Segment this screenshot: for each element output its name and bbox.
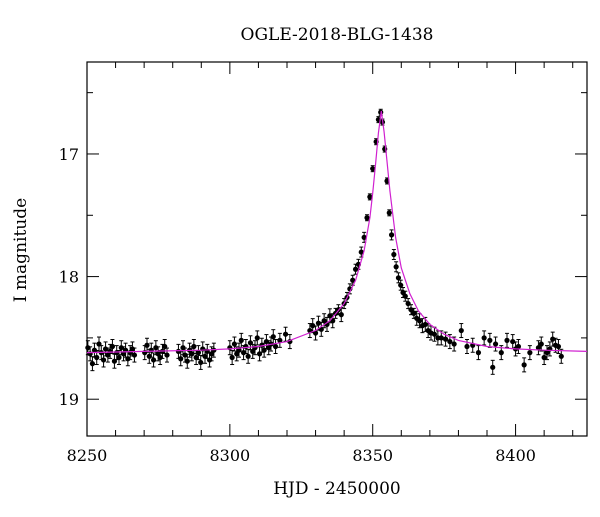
data-point <box>312 330 319 336</box>
x-tick-label: 8250 <box>67 446 108 465</box>
data-point <box>229 354 235 361</box>
data-point <box>116 354 122 361</box>
model-curve <box>86 110 588 354</box>
data-point <box>89 361 96 367</box>
data-point <box>327 313 333 319</box>
y-tick-label: 19 <box>59 390 79 409</box>
data-point <box>193 354 199 361</box>
data-point <box>395 275 402 281</box>
data-point <box>252 345 258 351</box>
x-tick-label: 8300 <box>209 446 250 465</box>
data-point <box>195 350 202 356</box>
data-point <box>282 331 289 337</box>
data-point <box>515 343 522 350</box>
axis-ticks: 8250 8300 8350 8400 17 18 19 <box>59 62 587 465</box>
data-point <box>254 335 260 341</box>
data-point <box>131 352 138 358</box>
x-tick-label: 8350 <box>352 446 393 465</box>
data-point <box>398 282 404 288</box>
data-point <box>352 266 359 272</box>
data-point <box>527 350 533 356</box>
data-point <box>114 350 120 356</box>
data-point <box>109 343 116 350</box>
data-point <box>458 327 464 334</box>
data-marks <box>85 108 564 375</box>
data-point <box>231 341 238 347</box>
data-point <box>338 312 344 318</box>
data-point <box>464 343 470 350</box>
data-point <box>198 359 204 366</box>
data-point <box>490 364 496 370</box>
data-point <box>191 343 197 350</box>
data-point <box>393 264 399 270</box>
data-point <box>272 343 279 350</box>
data-point <box>438 335 444 341</box>
y-tick-label: 17 <box>59 145 79 164</box>
data-point <box>184 358 190 364</box>
data-point <box>475 350 482 356</box>
data-point <box>402 293 408 299</box>
data-point <box>535 345 542 351</box>
data-point <box>504 337 510 343</box>
data-point <box>510 338 516 345</box>
x-axis-label: HJD - 2450000 <box>273 479 401 499</box>
data-point <box>277 337 283 343</box>
plot-frame <box>86 61 588 437</box>
chart-title: OGLE-2018-BLG-1438 <box>241 25 434 45</box>
data-point <box>544 350 550 356</box>
data-point <box>178 356 184 362</box>
data-point <box>91 347 98 353</box>
data-point <box>367 194 373 200</box>
data-point <box>370 166 376 172</box>
data-point <box>321 318 327 324</box>
model-curve-layer <box>86 110 588 354</box>
data-point <box>538 341 544 347</box>
data-point <box>405 300 411 307</box>
data-point <box>236 347 242 353</box>
data-point <box>521 362 527 368</box>
data-point <box>431 331 438 337</box>
data-point <box>391 251 397 258</box>
data-point <box>451 341 457 347</box>
data-point <box>422 321 428 328</box>
x-tick-label: 8400 <box>495 446 536 465</box>
data-point <box>270 334 276 340</box>
data-point <box>315 320 322 326</box>
data-point <box>481 335 487 341</box>
data-point <box>350 277 356 283</box>
data-point <box>148 347 154 353</box>
data-point <box>447 338 453 345</box>
data-point <box>310 323 316 329</box>
data-point <box>498 350 504 356</box>
data-point <box>364 215 370 221</box>
y-tick-label: 18 <box>59 268 79 287</box>
data-point <box>388 232 395 238</box>
data-point <box>558 353 564 359</box>
data-point <box>150 357 157 363</box>
data-point <box>555 343 562 350</box>
data-point <box>100 357 107 363</box>
data-point <box>164 352 170 358</box>
data-point <box>245 353 251 359</box>
data-point <box>550 336 556 342</box>
data-point <box>411 310 417 316</box>
data-point <box>386 210 392 216</box>
data-point <box>361 234 367 240</box>
data-point <box>492 341 499 347</box>
data-point <box>202 353 208 359</box>
data-point <box>541 354 547 361</box>
data-point <box>416 318 423 324</box>
y-axis-label: I magnitude <box>11 198 31 302</box>
data-point <box>442 336 449 342</box>
data-point <box>238 337 244 343</box>
data-point <box>487 337 493 343</box>
data-point <box>94 354 100 361</box>
data-point <box>358 249 364 255</box>
data-point <box>144 342 150 348</box>
